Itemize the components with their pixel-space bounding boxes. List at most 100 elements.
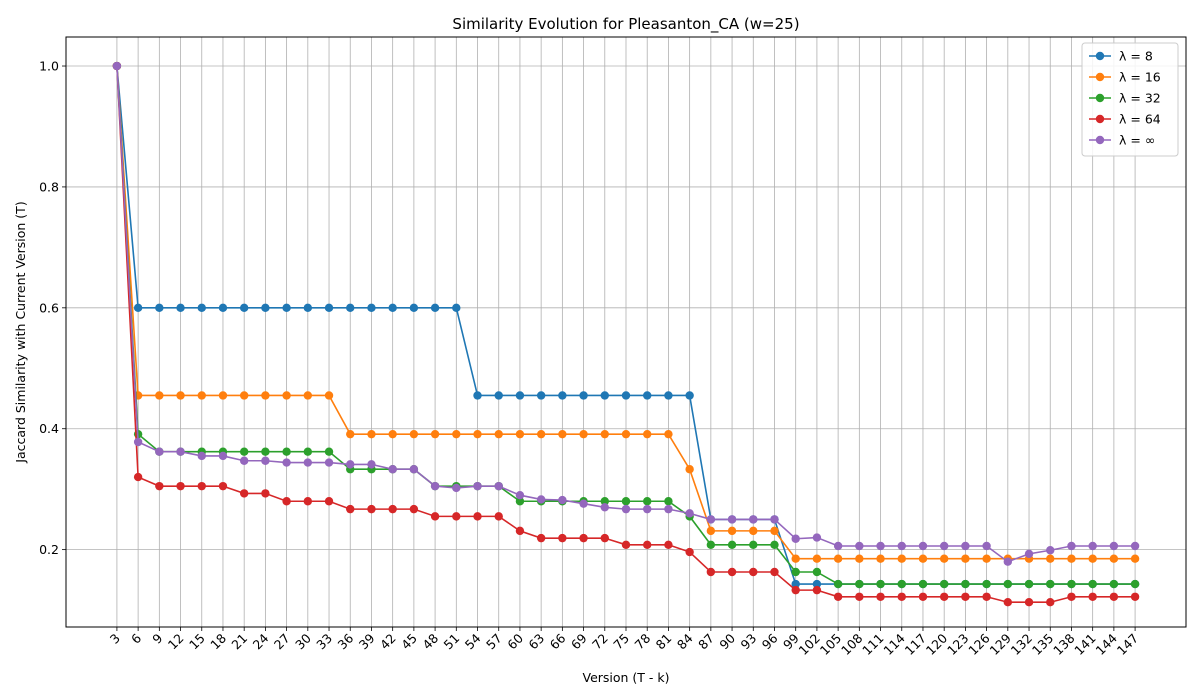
legend-item: λ = 64 <box>1089 112 1161 127</box>
data-point <box>388 303 397 313</box>
x-tick-label: 39 <box>356 630 378 652</box>
data-point <box>515 497 525 506</box>
data-point <box>261 456 270 465</box>
data-point <box>197 303 206 313</box>
data-point <box>897 579 906 589</box>
x-tick-label: 48 <box>419 630 441 652</box>
data-point <box>112 61 122 71</box>
legend-label: λ = 16 <box>1119 70 1161 85</box>
data-point <box>939 554 949 563</box>
x-tick-label: 81 <box>653 631 675 653</box>
data-point <box>579 429 588 439</box>
data-point <box>982 592 991 601</box>
data-point <box>536 391 546 400</box>
data-point <box>494 429 503 439</box>
data-point <box>1109 541 1119 551</box>
y-tick-label: 1.0 <box>39 59 59 74</box>
data-point <box>791 579 800 589</box>
data-point <box>239 489 249 498</box>
data-point <box>600 533 609 543</box>
data-point <box>600 497 609 506</box>
x-tick-label: 33 <box>313 631 335 653</box>
data-point <box>176 303 185 313</box>
legend-marker <box>1095 51 1105 61</box>
data-point <box>706 567 716 577</box>
data-point <box>261 303 270 313</box>
data-point <box>643 429 652 439</box>
data-point <box>1046 546 1055 555</box>
data-point <box>494 481 503 491</box>
data-point <box>664 497 673 506</box>
data-point <box>303 303 313 313</box>
data-point <box>1067 554 1076 563</box>
data-point <box>409 303 419 313</box>
data-point <box>579 533 588 543</box>
data-point <box>1024 579 1034 589</box>
legend-label: λ = 8 <box>1119 49 1153 64</box>
data-point <box>1046 554 1055 563</box>
legend-item: λ = 32 <box>1089 91 1161 106</box>
data-point <box>515 429 525 439</box>
data-point <box>1130 541 1140 551</box>
data-point <box>558 533 567 543</box>
data-point <box>430 303 440 313</box>
data-point <box>685 391 694 400</box>
legend-item: λ = 8 <box>1089 49 1153 64</box>
x-tick-label: 45 <box>398 631 420 653</box>
data-point <box>961 579 970 589</box>
data-point <box>324 303 334 313</box>
data-point <box>1088 554 1097 563</box>
data-point <box>303 447 313 456</box>
x-tick-label: 147 <box>1114 631 1141 658</box>
data-point <box>261 489 270 498</box>
legend: λ = 8 λ = 16 λ = 32 λ = 64 λ = ∞ <box>1081 42 1179 157</box>
data-point <box>876 554 885 563</box>
x-tick-label: 96 <box>759 630 781 652</box>
data-point <box>833 541 843 551</box>
data-point <box>515 491 525 500</box>
data-point <box>536 495 546 504</box>
data-point <box>939 541 949 551</box>
data-point <box>664 504 673 514</box>
data-point <box>239 447 249 456</box>
data-point <box>727 515 737 524</box>
data-point <box>749 567 758 577</box>
data-point <box>939 579 949 589</box>
data-point <box>918 554 928 563</box>
data-point <box>812 554 822 563</box>
data-point <box>897 592 906 601</box>
data-point <box>961 541 970 551</box>
data-point <box>197 451 206 461</box>
x-tick-label: 27 <box>271 631 293 653</box>
data-point <box>346 460 355 469</box>
data-point <box>303 391 313 400</box>
data-point <box>197 391 206 400</box>
data-point <box>621 497 631 506</box>
x-tick-label: 36 <box>335 630 357 652</box>
x-axis: 3 6 9 12 15 18 21 24 27 30 33 36 39 42 45 48 51 54 57 60 63 6… <box>107 627 1141 658</box>
legend-label: λ = 64 <box>1119 112 1161 127</box>
x-tick-label: 69 <box>568 630 590 652</box>
data-point <box>685 465 694 474</box>
data-point <box>918 579 928 589</box>
data-point <box>282 447 291 456</box>
data-point <box>452 429 461 439</box>
x-tick-label: 18 <box>207 630 229 652</box>
data-point <box>876 579 885 589</box>
data-point <box>388 504 397 514</box>
data-point <box>261 447 270 456</box>
data-point <box>473 512 482 521</box>
data-point <box>897 554 906 563</box>
data-point <box>1067 592 1076 601</box>
data-point <box>282 391 291 400</box>
data-point <box>261 391 270 400</box>
data-point <box>685 547 694 557</box>
data-point <box>367 429 376 439</box>
data-point <box>558 391 567 400</box>
data-point <box>452 512 461 521</box>
data-point <box>133 437 143 447</box>
legend-label: λ = 32 <box>1119 91 1161 106</box>
y-axis-title: Jaccard Similarity with Current Version … <box>13 201 28 463</box>
data-point <box>833 554 843 563</box>
data-point <box>643 391 652 400</box>
